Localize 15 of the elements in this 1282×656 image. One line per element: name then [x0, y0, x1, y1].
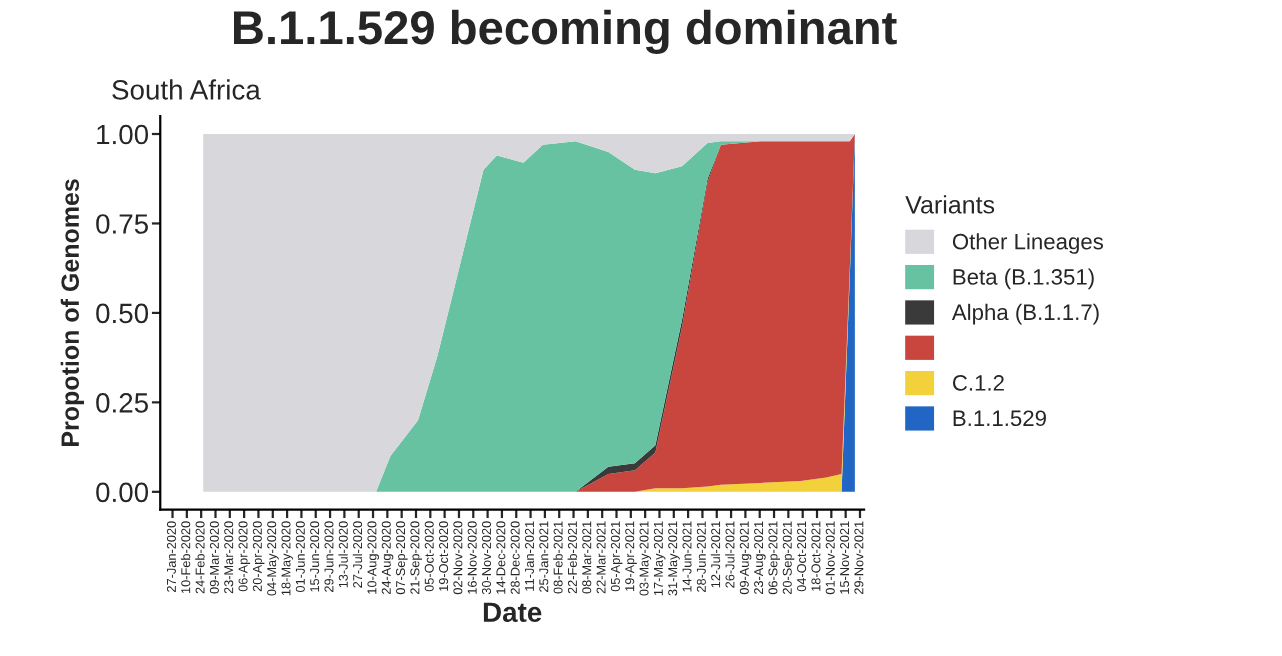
y-tick-label: 0.25 [96, 393, 148, 413]
chart-title: B.1.1.529 becoming dominant [234, 9, 897, 55]
legend-label: Other Lineages [952, 233, 1103, 254]
y-tick-label: 0.50 [96, 303, 149, 324]
y-tick-label: 0.75 [96, 214, 148, 234]
legend-label: Alpha (B.1.1.7) [951, 303, 1099, 325]
legend-label: C.1.2 [952, 375, 1004, 391]
y-tick-label: 1.00 [97, 124, 149, 145]
y-tick-label: 0.00 [96, 482, 149, 503]
chart-subtitle: South Africa [112, 79, 261, 100]
legend-label: B.1.1.529 [953, 410, 1046, 427]
y-axis-title: Propotion of Genomes [60, 179, 84, 446]
legend-label: Beta (B.1.351) [953, 268, 1094, 290]
legend-title: Variants [905, 195, 995, 214]
x-axis-title: Date [483, 602, 542, 623]
